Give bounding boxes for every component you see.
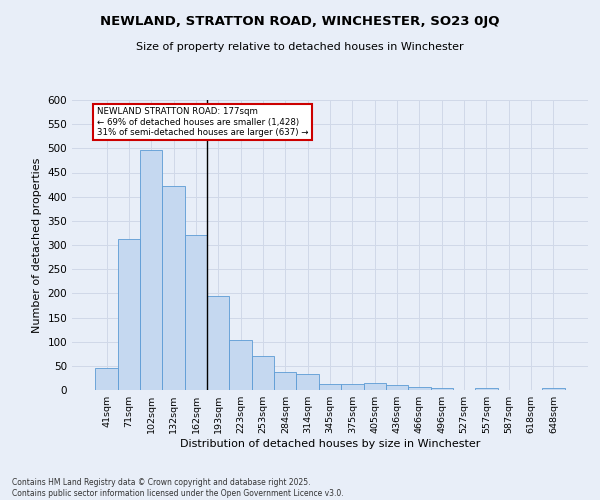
Bar bbox=[475, 388, 497, 390]
Bar bbox=[386, 385, 408, 390]
Text: Contains HM Land Registry data © Crown copyright and database right 2025.
Contai: Contains HM Land Registry data © Crown c… bbox=[12, 478, 344, 498]
Bar bbox=[341, 384, 364, 390]
Text: Size of property relative to detached houses in Winchester: Size of property relative to detached ho… bbox=[136, 42, 464, 52]
Bar bbox=[364, 383, 386, 390]
Text: NEWLAND STRATTON ROAD: 177sqm
← 69% of detached houses are smaller (1,428)
31% o: NEWLAND STRATTON ROAD: 177sqm ← 69% of d… bbox=[97, 108, 308, 137]
Bar bbox=[296, 374, 319, 390]
Bar bbox=[319, 384, 341, 390]
Bar bbox=[408, 386, 431, 390]
Bar bbox=[140, 150, 163, 390]
Bar bbox=[185, 236, 207, 390]
Bar bbox=[229, 340, 252, 390]
X-axis label: Distribution of detached houses by size in Winchester: Distribution of detached houses by size … bbox=[180, 439, 480, 449]
Y-axis label: Number of detached properties: Number of detached properties bbox=[32, 158, 42, 332]
Bar bbox=[163, 186, 185, 390]
Text: NEWLAND, STRATTON ROAD, WINCHESTER, SO23 0JQ: NEWLAND, STRATTON ROAD, WINCHESTER, SO23… bbox=[100, 15, 500, 28]
Bar bbox=[252, 356, 274, 390]
Bar bbox=[431, 388, 453, 390]
Bar bbox=[542, 388, 565, 390]
Bar bbox=[95, 368, 118, 390]
Bar bbox=[274, 372, 296, 390]
Bar bbox=[207, 296, 229, 390]
Bar bbox=[118, 238, 140, 390]
